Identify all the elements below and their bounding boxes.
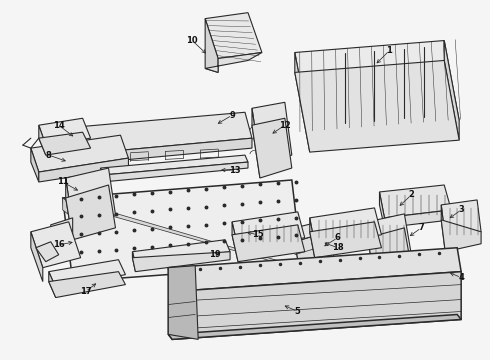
Polygon shape bbox=[168, 315, 461, 339]
Text: 4: 4 bbox=[458, 273, 464, 282]
Text: 11: 11 bbox=[57, 177, 69, 186]
Polygon shape bbox=[132, 252, 135, 272]
Text: 5: 5 bbox=[295, 307, 301, 316]
Polygon shape bbox=[36, 242, 59, 262]
Polygon shape bbox=[31, 232, 43, 282]
Circle shape bbox=[316, 63, 319, 67]
Polygon shape bbox=[368, 222, 374, 278]
Polygon shape bbox=[100, 168, 102, 182]
Polygon shape bbox=[132, 240, 230, 264]
Polygon shape bbox=[63, 112, 252, 155]
Polygon shape bbox=[205, 13, 262, 58]
Polygon shape bbox=[172, 272, 461, 339]
Polygon shape bbox=[66, 168, 116, 225]
Polygon shape bbox=[441, 205, 445, 252]
Polygon shape bbox=[205, 53, 262, 72]
Polygon shape bbox=[168, 248, 461, 292]
Polygon shape bbox=[310, 218, 315, 258]
Text: 16: 16 bbox=[53, 240, 65, 249]
Polygon shape bbox=[51, 218, 73, 248]
Polygon shape bbox=[49, 260, 125, 288]
Polygon shape bbox=[295, 41, 459, 132]
Polygon shape bbox=[295, 228, 302, 285]
Text: 14: 14 bbox=[53, 121, 65, 130]
Polygon shape bbox=[252, 108, 260, 178]
Polygon shape bbox=[31, 222, 81, 268]
Text: 8: 8 bbox=[46, 150, 51, 159]
Polygon shape bbox=[63, 128, 69, 165]
Text: 12: 12 bbox=[279, 121, 291, 130]
Polygon shape bbox=[63, 198, 73, 218]
Circle shape bbox=[318, 118, 322, 122]
Polygon shape bbox=[39, 132, 91, 155]
Text: 18: 18 bbox=[332, 243, 343, 252]
Polygon shape bbox=[168, 268, 172, 339]
Polygon shape bbox=[295, 53, 310, 152]
Polygon shape bbox=[232, 212, 305, 248]
Text: 17: 17 bbox=[80, 287, 92, 296]
Polygon shape bbox=[39, 158, 128, 182]
Polygon shape bbox=[66, 178, 73, 240]
Polygon shape bbox=[132, 252, 230, 272]
Polygon shape bbox=[31, 135, 128, 172]
Polygon shape bbox=[310, 208, 382, 245]
Polygon shape bbox=[232, 225, 305, 262]
Text: 3: 3 bbox=[458, 206, 464, 215]
Polygon shape bbox=[252, 118, 292, 178]
Polygon shape bbox=[100, 155, 248, 175]
Polygon shape bbox=[63, 180, 302, 282]
Text: 15: 15 bbox=[252, 230, 264, 239]
Text: 2: 2 bbox=[409, 190, 414, 199]
Text: 7: 7 bbox=[418, 223, 424, 232]
Polygon shape bbox=[385, 210, 451, 228]
Polygon shape bbox=[102, 162, 248, 182]
Text: 19: 19 bbox=[209, 250, 221, 259]
Polygon shape bbox=[295, 220, 335, 270]
Polygon shape bbox=[368, 228, 412, 278]
Text: 6: 6 bbox=[335, 233, 341, 242]
Circle shape bbox=[437, 50, 441, 54]
Text: 9: 9 bbox=[229, 111, 235, 120]
Polygon shape bbox=[63, 198, 302, 270]
Polygon shape bbox=[39, 118, 91, 145]
Polygon shape bbox=[232, 222, 238, 262]
Polygon shape bbox=[69, 138, 252, 165]
Text: 10: 10 bbox=[186, 36, 198, 45]
Polygon shape bbox=[379, 185, 451, 218]
Polygon shape bbox=[310, 222, 382, 258]
Polygon shape bbox=[379, 192, 385, 228]
Circle shape bbox=[432, 110, 436, 114]
Polygon shape bbox=[441, 220, 481, 252]
Polygon shape bbox=[39, 125, 46, 155]
Polygon shape bbox=[66, 185, 116, 240]
Polygon shape bbox=[49, 272, 125, 298]
Polygon shape bbox=[295, 60, 459, 152]
Polygon shape bbox=[441, 200, 481, 238]
Polygon shape bbox=[368, 214, 412, 262]
Polygon shape bbox=[252, 102, 292, 162]
Polygon shape bbox=[49, 272, 56, 298]
Polygon shape bbox=[205, 19, 218, 72]
Text: 1: 1 bbox=[387, 46, 392, 55]
Polygon shape bbox=[444, 41, 459, 140]
Polygon shape bbox=[295, 232, 335, 285]
Polygon shape bbox=[168, 266, 198, 339]
Polygon shape bbox=[31, 148, 39, 182]
Text: 13: 13 bbox=[229, 166, 241, 175]
